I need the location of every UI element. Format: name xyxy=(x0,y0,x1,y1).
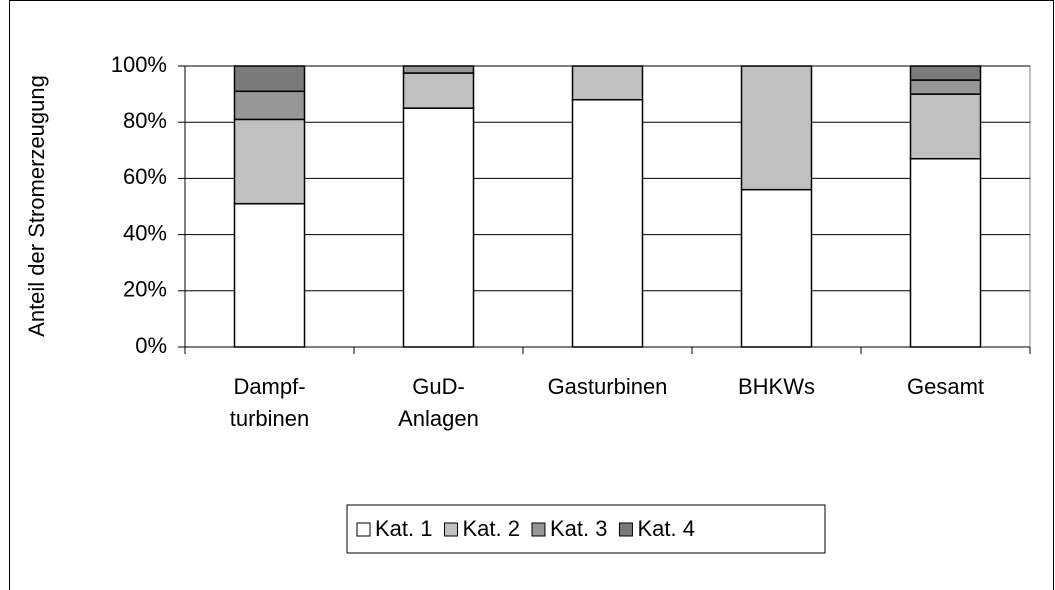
bar-segment xyxy=(233,118,306,205)
legend-box xyxy=(346,504,826,554)
y-tick-label: 40% xyxy=(123,220,167,245)
bar-segment xyxy=(909,157,982,348)
x-tick-label: GuD-Anlagen xyxy=(398,374,479,431)
legend-swatch xyxy=(443,522,458,537)
y-axis-label: Anteil der Stromerzeugung xyxy=(24,75,49,337)
bar-segment xyxy=(233,65,306,93)
x-tick-label: Dampf-turbinen xyxy=(230,374,310,431)
bar-segment xyxy=(571,98,644,348)
legend-swatch xyxy=(618,522,633,537)
legend-label: Kat. 2 xyxy=(462,516,519,541)
bar-segment xyxy=(740,65,813,191)
x-tick-label: BHKWs xyxy=(738,374,815,399)
x-tick-label: Gasturbinen xyxy=(548,374,668,399)
y-tick-label: 0% xyxy=(135,333,167,358)
y-tick-label: 60% xyxy=(123,164,167,189)
bar-segment xyxy=(402,65,475,74)
bar-segment xyxy=(909,65,982,81)
bar-segment xyxy=(571,65,644,101)
bar-segment xyxy=(402,107,475,348)
y-tick-label: 100% xyxy=(111,52,167,77)
bar-segment xyxy=(233,90,306,121)
x-tick-label: Gesamt xyxy=(907,374,984,399)
legend-label: Kat. 4 xyxy=(637,516,694,541)
bar-segment xyxy=(909,93,982,160)
legend-label: Kat. 3 xyxy=(550,516,607,541)
legend-swatch xyxy=(531,522,546,537)
bar-segment xyxy=(909,79,982,95)
bar-segment xyxy=(740,188,813,348)
legend-swatch xyxy=(356,522,371,537)
chart-frame xyxy=(9,0,1054,590)
y-tick-label: 20% xyxy=(123,277,167,302)
bar-segment xyxy=(402,72,475,109)
y-tick-label: 80% xyxy=(123,108,167,133)
bar-segment xyxy=(233,202,306,348)
legend-label: Kat. 1 xyxy=(375,516,432,541)
